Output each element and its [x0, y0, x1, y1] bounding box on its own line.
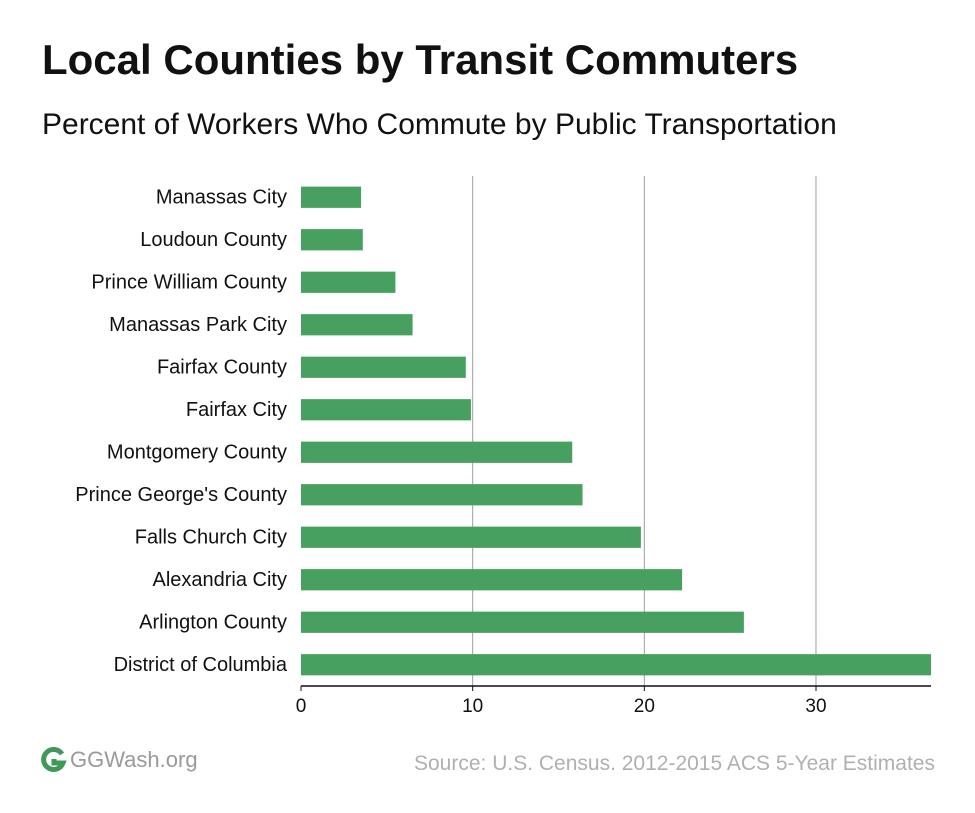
bar	[301, 314, 413, 336]
category-label: Arlington County	[139, 611, 287, 633]
x-tick-label: 10	[462, 696, 483, 717]
source-note: Source: U.S. Census. 2012-2015 ACS 5-Yea…	[413, 752, 935, 775]
bar	[301, 229, 363, 251]
bar	[301, 654, 931, 676]
category-label: Fairfax County	[157, 356, 287, 378]
category-label: Manassas Park City	[109, 314, 287, 336]
bar	[301, 399, 471, 421]
category-label: Fairfax City	[186, 399, 287, 421]
x-tick-label: 20	[634, 696, 655, 717]
category-label: Manassas City	[156, 186, 287, 208]
bar	[301, 611, 744, 633]
bar	[301, 526, 641, 548]
bar	[301, 186, 362, 208]
category-label: Falls Church City	[135, 526, 287, 548]
category-label: Prince George's County	[75, 484, 287, 506]
category-label: Alexandria City	[152, 569, 287, 591]
bar	[301, 356, 466, 378]
bar	[301, 441, 573, 463]
chart-subtitle: Percent of Workers Who Commute by Public…	[42, 108, 837, 141]
ggwash-logo: GGWash.org	[40, 746, 198, 774]
chart-title: Local Counties by Transit Commuters	[42, 36, 799, 83]
category-label: District of Columbia	[114, 654, 288, 676]
ggwash-logo-icon	[41, 747, 67, 772]
bar	[301, 271, 396, 293]
x-tick-label: 30	[805, 696, 826, 717]
category-label: Loudoun County	[140, 229, 287, 251]
category-label: Prince William County	[91, 271, 287, 293]
x-tick-label: 0	[296, 696, 307, 717]
category-label: Montgomery County	[107, 441, 287, 463]
logo-text: GGWash.org	[70, 747, 198, 772]
bar	[301, 484, 583, 506]
bar	[301, 569, 683, 591]
